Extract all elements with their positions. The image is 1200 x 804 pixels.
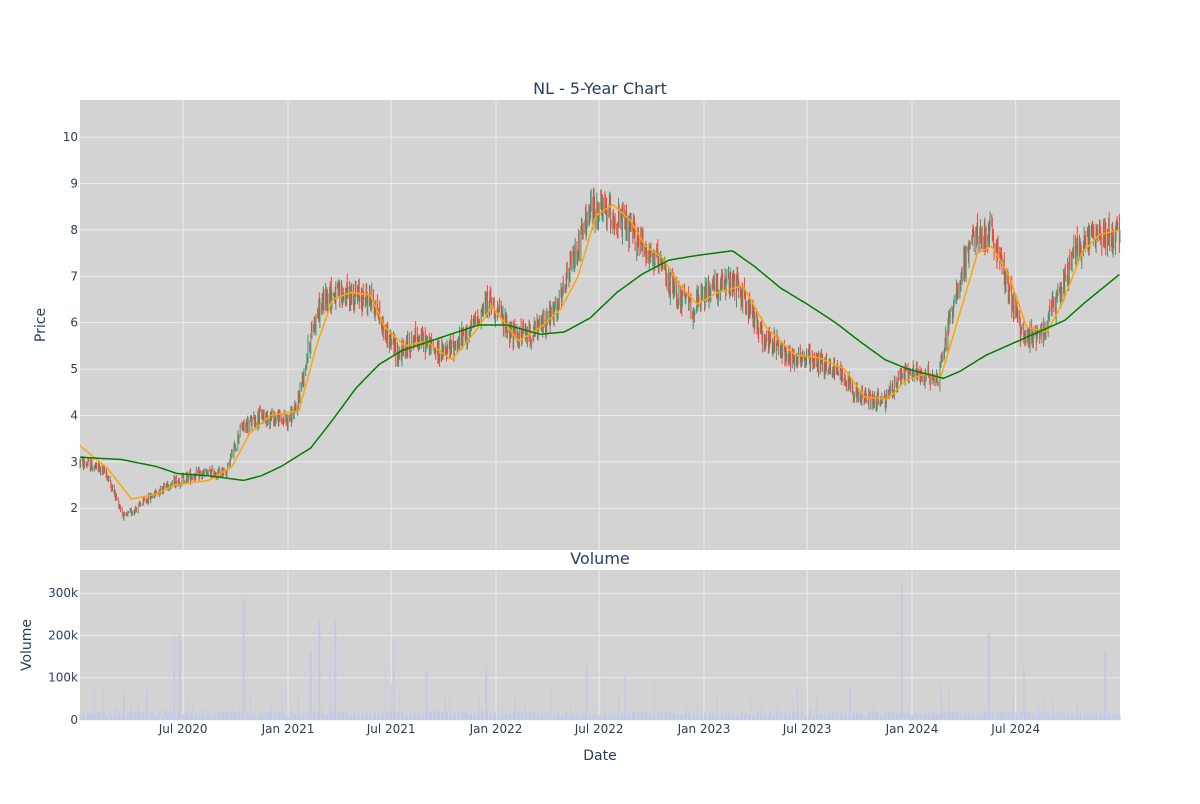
- price-panel: 2 3 4 5 6 7 8 9 10 NL - 5-Year Chart Price: [33, 79, 1121, 550]
- moving-average-short-line: [79, 204, 1120, 500]
- x-tick-label: Jan 2021: [261, 722, 315, 736]
- x-tick-label: Jul 2021: [366, 722, 416, 736]
- volume-y-ticks: 0 100k 200k 300k: [48, 586, 78, 727]
- volume-plot-area: [80, 570, 1120, 720]
- x-tick-label: Jan 2024: [885, 722, 939, 736]
- price-lines: [79, 204, 1120, 500]
- price-y-tick-label: 8: [70, 223, 78, 237]
- volume-y-tick-label: 100k: [48, 671, 78, 685]
- price-y-ticks: 2 3 4 5 6 7 8 9 10: [63, 130, 78, 515]
- price-y-tick-label: 6: [70, 316, 78, 330]
- moving-average-long-line: [79, 250, 1120, 482]
- price-y-tick-label: 10: [63, 130, 78, 144]
- x-tick-label: Jul 2023: [782, 722, 832, 736]
- volume-chart-title: Volume: [570, 549, 630, 568]
- price-y-tick-label: 5: [70, 362, 78, 376]
- volume-y-tick-label: 200k: [48, 628, 78, 642]
- volume-x-ticks: Jul 2020 Jan 2021 Jul 2021 Jan 2022 Jul 2022…: [158, 722, 1040, 736]
- volume-panel: 0 100k 200k 300k Jul 2020 Jan 2021 Jul 2021 Ja…: [19, 549, 1121, 764]
- x-axis-label: Date: [583, 748, 616, 764]
- x-tick-label: Jan 2023: [677, 722, 731, 736]
- x-tick-label: Jul 2020: [158, 722, 208, 736]
- price-y-tick-label: 9: [70, 177, 78, 191]
- volume-y-tick-label: 0: [70, 713, 78, 727]
- price-y-axis-label: Price: [33, 308, 49, 342]
- price-chart-title: NL - 5-Year Chart: [533, 79, 667, 98]
- price-y-tick-label: 3: [70, 455, 78, 469]
- x-tick-label: Jan 2022: [469, 722, 523, 736]
- volume-grid: [80, 570, 1120, 721]
- volume-y-axis-label: Volume: [19, 619, 35, 671]
- price-y-tick-label: 2: [70, 501, 78, 515]
- volume-y-tick-label: 300k: [48, 586, 78, 600]
- price-y-tick-label: 4: [70, 408, 78, 422]
- price-plot-area: [80, 100, 1120, 550]
- volume-bars: [79, 580, 1121, 720]
- x-tick-label: Jul 2022: [574, 722, 624, 736]
- price-y-tick-label: 7: [70, 269, 78, 283]
- x-tick-label: Jul 2024: [990, 722, 1040, 736]
